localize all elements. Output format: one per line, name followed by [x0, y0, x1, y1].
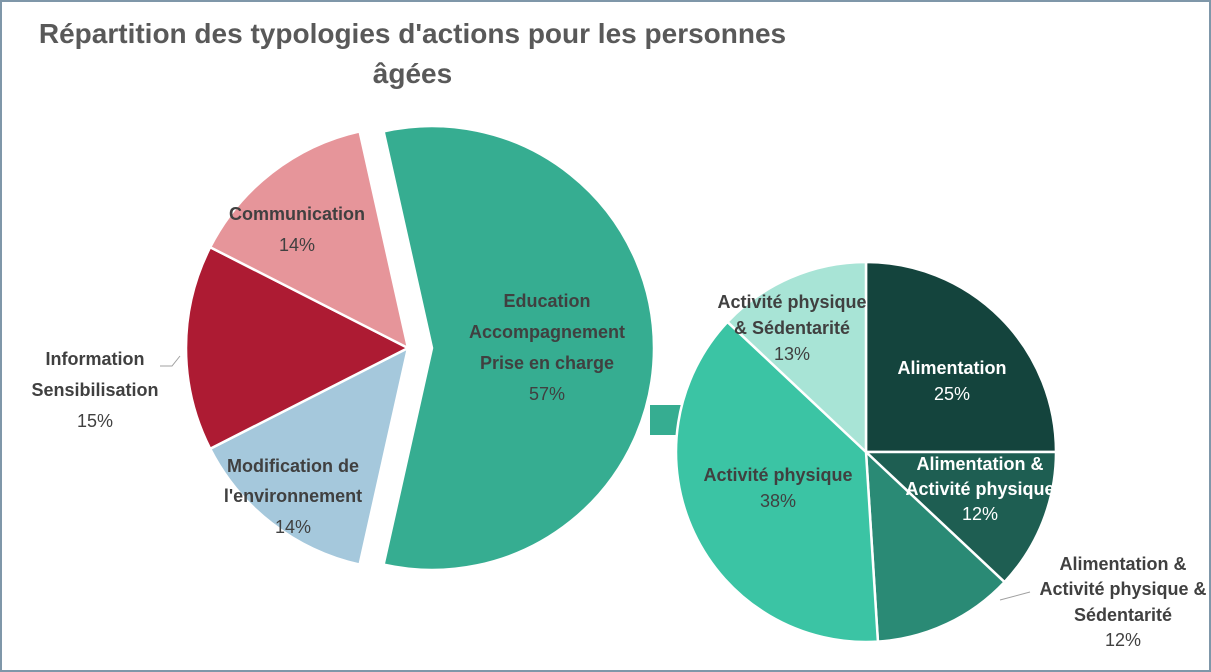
slice-value-label: 57% [529, 384, 565, 404]
slice-value-label: 14% [275, 517, 311, 537]
label-line: Alimentation & [916, 454, 1043, 474]
label-line: Information [46, 349, 145, 369]
slice-label: Modification de l'environnement [224, 456, 362, 506]
slice-label: Alimentation [897, 358, 1006, 378]
label-line: Modification de [227, 456, 359, 476]
slice-label: Activité physique [703, 465, 852, 485]
label-line: l'environnement [224, 486, 362, 506]
label-line: Accompagnement [469, 322, 625, 342]
slice-label: Activité physique & Sédentarité [717, 292, 866, 338]
label-line: & Sédentarité [734, 318, 850, 338]
slice-value-label: 25% [934, 384, 970, 404]
pie-slice [864, 260, 1058, 454]
slice-value-label: 12% [1105, 630, 1141, 650]
label-line: Activité physique [905, 479, 1054, 499]
leader-line [999, 591, 1031, 601]
pie-slice [184, 245, 411, 451]
chart-title: Répartition des typologies d'actions pou… [38, 18, 787, 89]
label-line: Activité physique [717, 292, 866, 312]
label-line: Sensibilisation [31, 380, 158, 400]
leader-line [160, 355, 181, 367]
label-line: Communication [229, 204, 365, 224]
label-line: Prise en charge [480, 353, 614, 373]
pie-slice [725, 260, 868, 455]
slice-value-label: 12% [962, 504, 998, 524]
slice-label: Alimentation & Activité physique [905, 454, 1054, 499]
slice-label: Education Accompagnement Prise en charge [469, 291, 625, 373]
pie-slice [862, 450, 1058, 584]
slice-label: Information Sensibilisation [31, 349, 158, 400]
slice-label: Alimentation & Activité physique & Sédenta… [1039, 554, 1206, 625]
label-line: Alimentation [897, 358, 1006, 378]
slice-label: Communication [229, 204, 365, 224]
pie-slice [208, 129, 410, 351]
pie-slice [208, 345, 410, 567]
label-line: Sédentarité [1074, 605, 1172, 625]
slice-value-label: 13% [774, 344, 810, 364]
pie-slice [382, 124, 656, 572]
pie-slice [864, 448, 1007, 643]
pie-slice [674, 320, 880, 644]
label-line: Activité physique & [1039, 579, 1206, 599]
slice-value-label: 38% [760, 491, 796, 511]
slice-value-label: 15% [77, 411, 113, 431]
label-line: Activité physique [703, 465, 852, 485]
slice-value-label: 14% [279, 235, 315, 255]
label-line: Education [503, 291, 590, 311]
label-line: Alimentation & [1059, 554, 1186, 574]
